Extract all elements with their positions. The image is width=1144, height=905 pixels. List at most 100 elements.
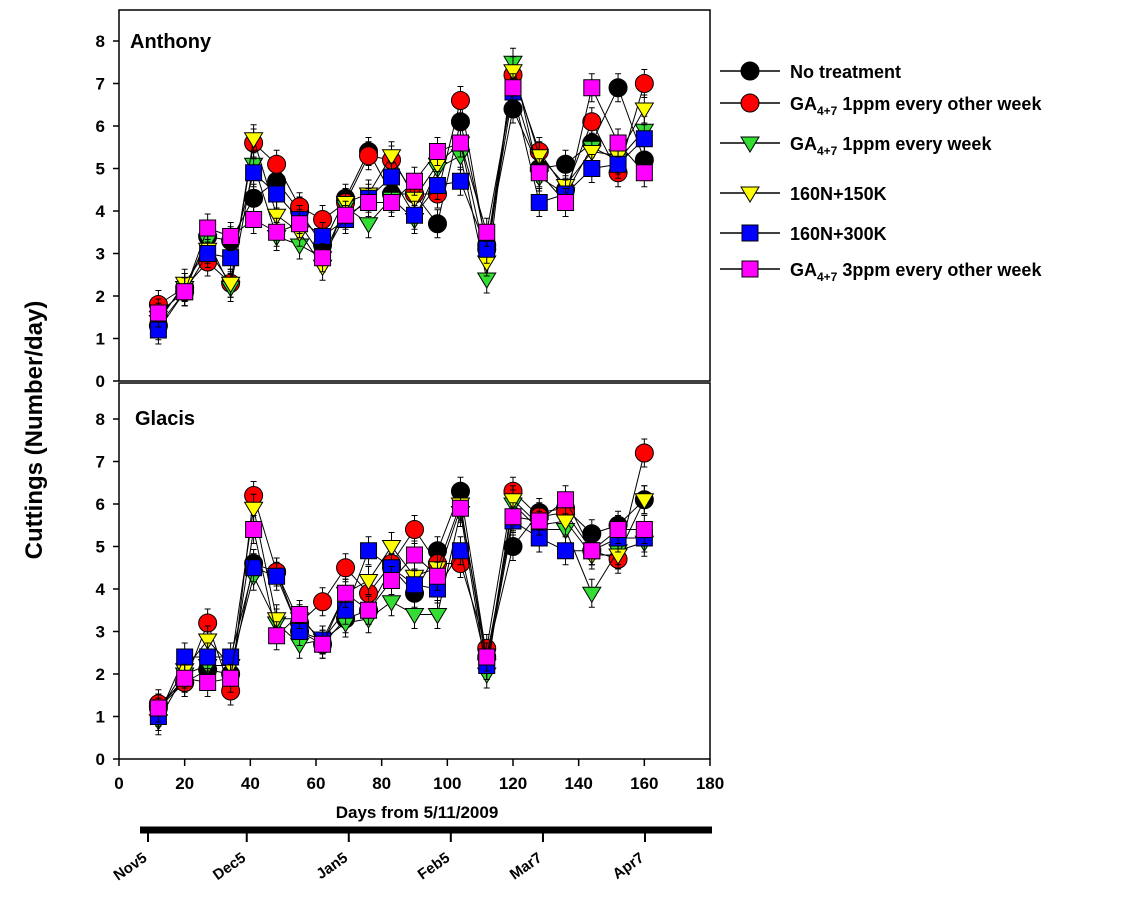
data-point: [358, 574, 379, 591]
data-point: [609, 155, 627, 173]
data-point: [268, 627, 286, 645]
data-point: [504, 79, 522, 97]
legend-marker: [740, 186, 760, 203]
data-point: [381, 540, 402, 557]
y-tick-label: 2: [96, 287, 105, 306]
data-point: [199, 245, 217, 262]
data-point: [358, 217, 379, 234]
series-ga3eow: [149, 485, 653, 723]
legend-label: 160N+300K: [790, 224, 887, 244]
data-point: [291, 606, 309, 623]
y-tick-label: 7: [96, 75, 105, 94]
y-tick-label: 3: [96, 245, 105, 264]
data-point: [199, 674, 217, 691]
data-point: [635, 130, 653, 148]
data-point: [199, 219, 217, 237]
y-tick-label: 6: [96, 495, 105, 514]
legend-entry-ga3eow: GA4+7 3ppm every other week: [720, 260, 1042, 284]
y-tick-label: 5: [96, 538, 105, 557]
data-point: [451, 172, 469, 190]
data-point: [314, 635, 332, 653]
date-tick-label: Jan5: [313, 849, 351, 883]
data-point: [450, 91, 470, 110]
panel-frame: [118, 382, 711, 760]
series-n150: [148, 56, 655, 336]
data-point: [381, 595, 402, 612]
data-point: [149, 304, 167, 322]
data-point: [176, 648, 194, 666]
data-point: [427, 608, 448, 625]
data-point: [383, 168, 401, 186]
y-axis-label: Cuttings (Number/day): [21, 301, 48, 560]
data-point: [404, 608, 425, 625]
x-tick-label: 160: [630, 774, 658, 793]
legend-entry-none: No treatment: [720, 61, 901, 82]
legend-marker: [741, 224, 759, 242]
data-point: [428, 143, 446, 160]
data-point: [336, 558, 356, 578]
data-point: [222, 249, 240, 267]
data-point: [222, 669, 240, 687]
x-tick-label: 120: [499, 774, 527, 793]
y-tick-label: 1: [96, 708, 105, 727]
legend-label: GA4+7 1ppm every week: [790, 134, 992, 158]
data-point: [313, 592, 333, 612]
data-point: [555, 514, 576, 531]
x-tick-label: 0: [114, 774, 123, 793]
x-tick-label: 180: [696, 774, 724, 793]
data-point: [314, 249, 332, 267]
y-tick-label: 8: [96, 32, 105, 51]
data-point: [634, 74, 654, 93]
data-point: [634, 102, 655, 119]
data-point: [406, 546, 423, 564]
data-point: [608, 78, 628, 98]
data-point: [451, 499, 469, 517]
legend-entry-n150: 160N+150K: [720, 184, 887, 204]
data-point: [581, 145, 602, 162]
data-point: [556, 154, 576, 174]
y-tick-label: 5: [96, 160, 105, 179]
x-tick-label: 100: [433, 774, 461, 793]
panel-frame: [118, 9, 711, 382]
data-point: [222, 648, 240, 666]
data-point: [635, 521, 653, 538]
data-point: [557, 194, 575, 211]
data-point: [634, 443, 654, 463]
data-point: [609, 521, 627, 538]
data-point: [406, 576, 423, 594]
data-point: [291, 215, 309, 233]
data-point: [245, 164, 263, 182]
data-point: [266, 208, 287, 226]
data-point: [530, 164, 548, 182]
data-point: [582, 112, 602, 132]
data-point: [267, 154, 287, 174]
legend-label: GA4+7 3ppm every other week: [790, 260, 1042, 284]
data-point: [245, 521, 263, 538]
data-point: [383, 194, 401, 211]
data-point: [581, 586, 602, 604]
data-point: [583, 79, 601, 97]
data-point: [504, 508, 522, 526]
data-point: [503, 493, 523, 510]
y-tick-label: 3: [96, 623, 105, 642]
data-point: [478, 648, 496, 666]
x-tick-label: 60: [307, 774, 326, 793]
legend-label: No treatment: [790, 62, 901, 82]
data-point: [583, 542, 601, 560]
x-tick-label: 40: [241, 774, 260, 793]
data-point: [176, 283, 194, 301]
data-point: [268, 185, 286, 203]
data-point: [478, 223, 496, 241]
legend-entry-ga1ew: GA4+7 1ppm every week: [720, 134, 992, 158]
data-point: [243, 501, 264, 519]
legend: No treatment GA4+7 1ppm every other week G…: [720, 61, 1042, 284]
x-axis-label: Days from 5/11/2009: [336, 803, 499, 822]
data-point: [243, 132, 264, 149]
legend-label: 160N+150K: [790, 184, 887, 204]
legend-entry-n300: 160N+300K: [720, 224, 887, 244]
data-point: [222, 228, 240, 245]
date-tick-label: Nov5: [110, 849, 150, 884]
y-tick-label: 8: [96, 410, 105, 429]
y-tick-label: 2: [96, 665, 105, 684]
